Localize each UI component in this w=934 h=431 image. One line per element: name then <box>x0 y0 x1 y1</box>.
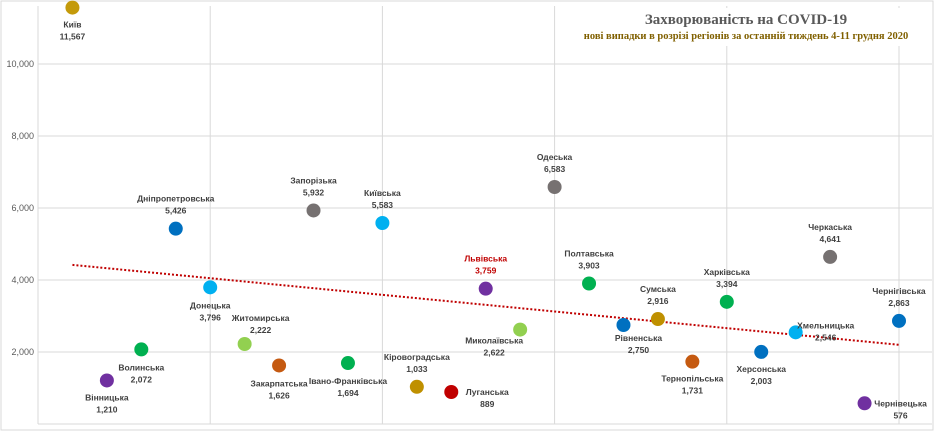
point-label-name: Житомирська <box>231 313 290 323</box>
point-label-value: 576 <box>893 410 907 420</box>
point-label-value: 5,426 <box>165 206 187 216</box>
point-label-value: 5,932 <box>303 187 325 197</box>
data-point <box>272 358 287 373</box>
point-label-value: 1,626 <box>268 390 290 400</box>
point-label-value: 11,567 <box>60 32 86 42</box>
point-label-value: 2,916 <box>647 296 669 306</box>
trend-line <box>72 263 900 346</box>
data-point <box>203 280 218 295</box>
data-point <box>375 216 390 231</box>
point-label-value: 1,731 <box>682 386 704 396</box>
point-label-name: Донецька <box>190 300 231 310</box>
point-label-value: 3,796 <box>200 312 222 322</box>
data-point <box>892 313 906 328</box>
data-point <box>478 281 493 296</box>
point-label-name: Черкаська <box>808 222 852 232</box>
point-label-name: Закарпатська <box>251 378 308 388</box>
y-tick-label: 10,000 <box>6 59 34 69</box>
point-label-name: Харківська <box>704 267 750 277</box>
point-label-value: 1,033 <box>406 364 428 374</box>
point-label-value: 3,759 <box>475 266 497 276</box>
y-tick-label: 6,000 <box>11 203 34 213</box>
point-label-value: 4,641 <box>819 234 841 244</box>
y-tick-label: 4,000 <box>11 275 34 285</box>
point-label-value: 3,903 <box>578 260 600 270</box>
point-label-name: Волинська <box>118 362 164 372</box>
data-point <box>306 203 321 218</box>
point-label-value: 5,583 <box>372 200 394 210</box>
data-point <box>513 322 528 337</box>
point-label-name: Херсонська <box>736 364 786 374</box>
point-label-name: Кіровоградська <box>384 352 450 362</box>
y-tick-label: 2,000 <box>11 347 34 357</box>
point-label-name: Київська <box>364 188 401 198</box>
point-label-value: 6,583 <box>544 164 566 174</box>
data-point <box>99 373 114 388</box>
data-point <box>754 344 769 359</box>
y-tick-label: 8,000 <box>11 131 34 141</box>
point-label-name: Львівська <box>464 254 507 264</box>
point-label-value: 1,694 <box>337 388 359 398</box>
data-point <box>685 354 700 369</box>
point-label-name: Київ <box>63 20 81 30</box>
data-point <box>65 0 80 15</box>
data-point <box>444 384 459 399</box>
data-point <box>237 337 252 352</box>
point-label-name: Чернівецька <box>874 398 927 408</box>
data-point <box>616 318 631 332</box>
point-label-value: 2,222 <box>250 325 272 335</box>
data-points: Київ 11,567 Вінницька 1,210 Волинська 2,072 Дн… <box>60 0 927 420</box>
point-label-value: 2,072 <box>131 374 153 384</box>
point-label-name: Луганська <box>466 387 509 397</box>
data-point <box>547 180 562 195</box>
data-point <box>857 396 872 411</box>
data-point <box>788 325 803 340</box>
data-point <box>719 294 734 309</box>
point-label-name: Хмельницька <box>797 320 854 330</box>
data-point <box>582 276 597 291</box>
point-label-value: 3,394 <box>716 279 738 289</box>
point-label-value: 889 <box>480 399 494 409</box>
point-label-name: Миколаївська <box>465 336 523 346</box>
point-label-value: 2,546 <box>815 332 837 342</box>
point-label-value: 1,210 <box>96 404 118 414</box>
point-label-name: Вінницька <box>85 392 129 402</box>
data-point <box>134 342 149 357</box>
data-point <box>409 379 424 394</box>
data-point <box>168 221 183 236</box>
point-label-value: 2,863 <box>888 298 910 308</box>
point-label-name: Чернігівська <box>872 286 926 296</box>
point-label-name: Рівненська <box>615 333 662 343</box>
y-axis-ticks: 2,000 4,000 6,000 8,000 10,000 <box>6 59 34 357</box>
point-label-value: 2,622 <box>484 348 506 358</box>
point-label-name: Івано-Франківська <box>309 376 388 386</box>
point-label-name: Запорізька <box>290 175 337 185</box>
data-point <box>823 249 838 264</box>
point-label-value: 2,003 <box>751 376 773 386</box>
point-label-name: Полтавська <box>564 248 614 258</box>
data-point <box>340 356 355 371</box>
data-point <box>650 312 665 327</box>
chart-subtitle: нові випадки в розрізі регіонів за остан… <box>584 31 908 42</box>
point-label-name: Сумська <box>640 284 676 294</box>
point-label-value: 2,750 <box>628 345 650 355</box>
chart-title: Захворюваність на COVID-19 <box>645 12 847 28</box>
point-label-name: Тернопільська <box>661 374 723 384</box>
point-label-name: Дніпропетровська <box>137 194 215 204</box>
point-label-name: Одеська <box>537 152 573 162</box>
